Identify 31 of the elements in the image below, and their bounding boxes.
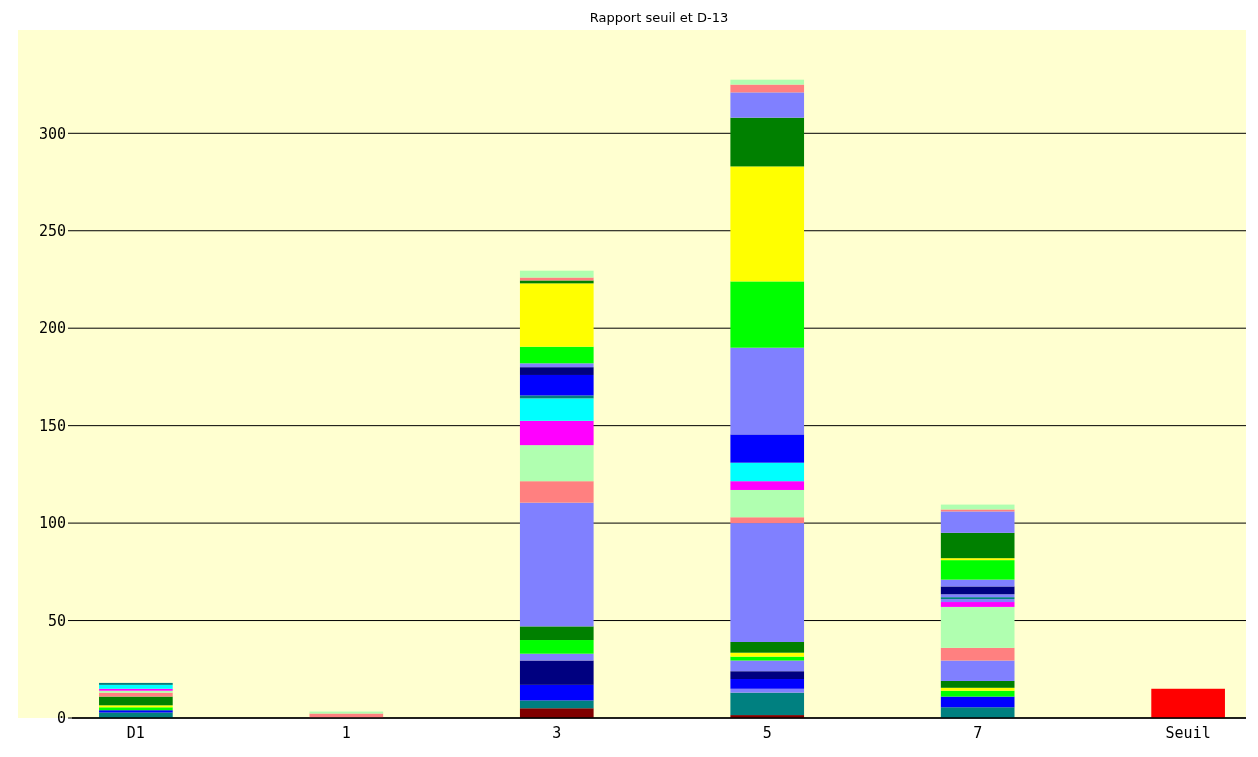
bar [1151,688,1225,718]
y-tick-label: 50 [47,611,66,630]
bar [730,117,805,167]
bar [940,687,1015,691]
bar [730,281,805,348]
bar [519,346,594,364]
bar [730,660,805,672]
bar [940,660,1015,681]
x-tick-label: 5 [762,724,772,742]
bar [730,79,805,85]
bar [519,363,594,368]
y-tick-label: 300 [38,124,66,143]
x-tick-label: 7 [973,724,983,742]
y-tick-label: 100 [38,514,66,533]
y-tick-label: 0 [56,709,66,728]
x-tick-label: D1 [126,724,145,742]
x-tick-label: Seuil [1165,724,1211,742]
bar [940,680,1015,688]
bar [519,283,594,347]
y-tick-label: 150 [38,416,66,435]
bar [99,696,173,706]
bar [730,523,805,642]
x-tick-label: 3 [552,724,562,742]
chart-title: Rapport seuil et D-13 [589,10,729,25]
x-tick-label: 1 [341,724,351,742]
bar [730,166,805,282]
bar [940,690,1015,697]
y-tick-label: 200 [38,319,66,338]
bar [730,347,805,435]
bar [519,708,594,718]
y-tick-label: 250 [38,222,66,240]
